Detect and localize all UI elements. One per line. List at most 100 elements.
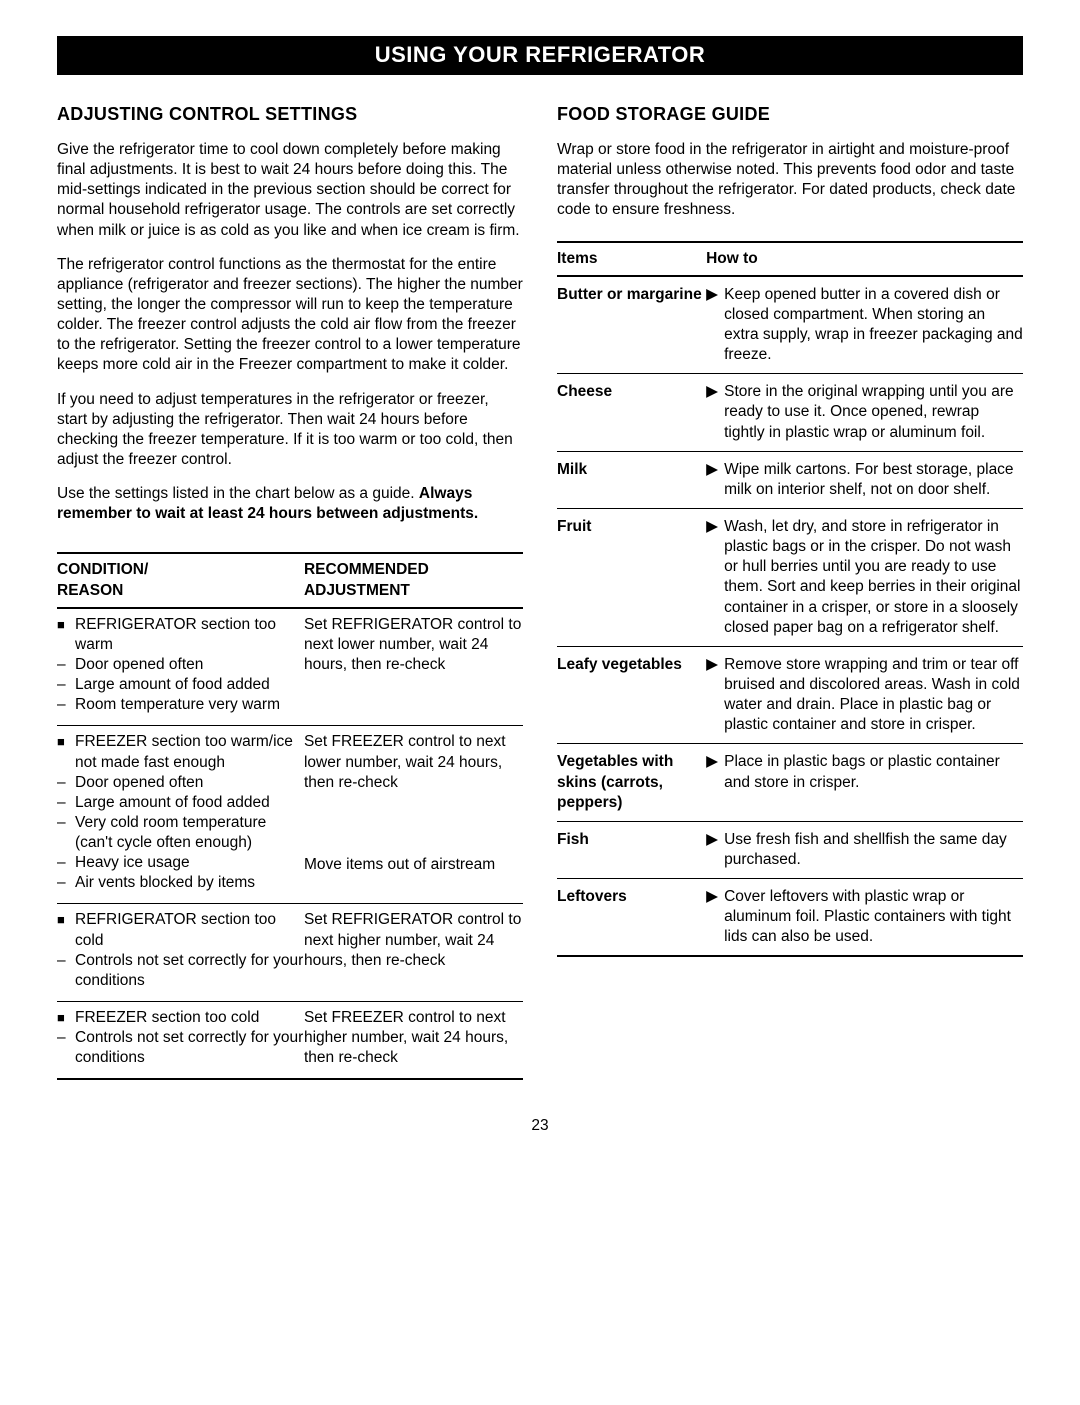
adj-adjustment-cell: Set FREEZER control to next lower number… — [304, 726, 523, 904]
right-column: FOOD STORAGE GUIDE Wrap or store food in… — [557, 103, 1023, 1081]
food-item-cell: Leftovers — [557, 879, 706, 957]
adjusting-heading: ADJUSTING CONTROL SETTINGS — [57, 103, 523, 126]
adj-adjustment-text: Set REFRIGERATOR control to next lower n… — [304, 615, 523, 675]
food-row: Leftovers▶Cover leftovers with plastic w… — [557, 879, 1023, 957]
square-bullet-icon: ■ — [57, 910, 75, 950]
content-columns: ADJUSTING CONTROL SETTINGS Give the refr… — [57, 103, 1023, 1081]
adj-row: ■FREEZER section too cold–Controls not s… — [57, 1002, 523, 1080]
adj-condition-text: FREEZER section too cold — [75, 1008, 259, 1028]
food-row: Fruit▶Wash, let dry, and store in refrig… — [557, 508, 1023, 646]
food-item-cell: Leafy vegetables — [557, 646, 706, 744]
main-banner: USING YOUR REFRIGERATOR — [57, 36, 1023, 75]
food-howto-cell: ▶Place in plastic bags or plastic contai… — [706, 744, 1023, 821]
adj-row: ■FREEZER section too warm/ice not made f… — [57, 726, 523, 904]
food-guide-para-1: Wrap or store food in the refrigerator i… — [557, 140, 1023, 221]
adjusting-para-1: Give the refrigerator time to cool down … — [57, 140, 523, 241]
food-howto-text: Wipe milk cartons. For best storage, pla… — [724, 460, 1023, 500]
adjusting-para-4: Use the settings listed in the chart bel… — [57, 484, 523, 524]
adjusting-para-2: The refrigerator control functions as th… — [57, 255, 523, 376]
food-row: Vegetables with skins (carrots, peppers)… — [557, 744, 1023, 821]
adj-adjustment-text: Set REFRIGERATOR control to next higher … — [304, 910, 523, 970]
food-row: Milk▶Wipe milk cartons. For best storage… — [557, 451, 1023, 508]
food-item-cell: Vegetables with skins (carrots, peppers) — [557, 744, 706, 821]
adj-header-recommended-l1: RECOMMENDED — [304, 560, 523, 580]
food-howto-text: Place in plastic bags or plastic contain… — [724, 752, 1023, 792]
adj-header-condition: CONDITION/ REASON — [57, 553, 304, 607]
food-howto-text: Remove store wrapping and trim or tear o… — [724, 655, 1023, 736]
adj-header-condition-l1: CONDITION/ — [57, 560, 304, 580]
adj-row: ■REFRIGERATOR section too cold–Controls … — [57, 904, 523, 1002]
adj-header-recommended: RECOMMENDED ADJUSTMENT — [304, 553, 523, 607]
adj-row: ■REFRIGERATOR section too warm–Door open… — [57, 608, 523, 726]
adj-adjustment-text-2: Move items out of airstream — [304, 855, 523, 875]
food-howto-cell: ▶Wash, let dry, and store in refrigerato… — [706, 508, 1023, 646]
triangle-bullet-icon: ▶ — [706, 752, 724, 792]
dash-bullet-icon: – — [57, 813, 75, 853]
food-item-cell: Cheese — [557, 374, 706, 451]
triangle-bullet-icon: ▶ — [706, 285, 724, 366]
adj-condition-text: REFRIGERATOR section too warm — [75, 615, 304, 655]
adj-condition-text: FREEZER section too warm/ice not made fa… — [75, 732, 304, 772]
dash-bullet-icon: – — [57, 675, 75, 695]
adj-reason-text: Heavy ice usage — [75, 853, 190, 873]
triangle-bullet-icon: ▶ — [706, 830, 724, 870]
food-howto-text: Wash, let dry, and store in refrigerator… — [724, 517, 1023, 638]
adj-reason-text: Air vents blocked by items — [75, 873, 255, 893]
adj-header-recommended-l2: ADJUSTMENT — [304, 581, 523, 601]
adj-header-condition-l2: REASON — [57, 581, 304, 601]
food-howto-cell: ▶Remove store wrapping and trim or tear … — [706, 646, 1023, 744]
square-bullet-icon: ■ — [57, 615, 75, 655]
adj-adjustment-cell: Set REFRIGERATOR control to next lower n… — [304, 608, 523, 726]
food-howto-cell: ▶Keep opened butter in a covered dish or… — [706, 276, 1023, 374]
food-howto-cell: ▶Use fresh fish and shellfish the same d… — [706, 821, 1023, 878]
adj-adjustment-cell: Set FREEZER control to next higher numbe… — [304, 1002, 523, 1080]
page-number: 23 — [57, 1116, 1023, 1136]
square-bullet-icon: ■ — [57, 1008, 75, 1028]
adj-reason-text: Door opened often — [75, 655, 203, 675]
adjusting-para-4a: Use the settings listed in the chart bel… — [57, 485, 415, 502]
adj-condition-cell: ■REFRIGERATOR section too cold–Controls … — [57, 904, 304, 1002]
dash-bullet-icon: – — [57, 951, 75, 991]
food-howto-text: Store in the original wrapping until you… — [724, 382, 1023, 442]
adj-condition-cell: ■FREEZER section too warm/ice not made f… — [57, 726, 304, 904]
dash-bullet-icon: – — [57, 793, 75, 813]
food-howto-text: Keep opened butter in a covered dish or … — [724, 285, 1023, 366]
dash-bullet-icon: – — [57, 853, 75, 873]
adj-reason-text: Large amount of food added — [75, 793, 270, 813]
adj-adjustment-text: Set FREEZER control to next lower number… — [304, 732, 523, 792]
food-howto-text: Use fresh fish and shellfish the same da… — [724, 830, 1023, 870]
adj-condition-cell: ■FREEZER section too cold–Controls not s… — [57, 1002, 304, 1080]
food-item-cell: Fish — [557, 821, 706, 878]
food-storage-table: Items How to Butter or margarine▶Keep op… — [557, 241, 1023, 958]
food-item-cell: Milk — [557, 451, 706, 508]
adj-adjustment-cell: Set REFRIGERATOR control to next higher … — [304, 904, 523, 1002]
food-howto-cell: ▶Cover leftovers with plastic wrap or al… — [706, 879, 1023, 957]
triangle-bullet-icon: ▶ — [706, 382, 724, 442]
triangle-bullet-icon: ▶ — [706, 517, 724, 638]
food-guide-heading: FOOD STORAGE GUIDE — [557, 103, 1023, 126]
food-row: Butter or margarine▶Keep opened butter i… — [557, 276, 1023, 374]
square-bullet-icon: ■ — [57, 732, 75, 772]
adj-condition-cell: ■REFRIGERATOR section too warm–Door open… — [57, 608, 304, 726]
adjusting-para-3: If you need to adjust temperatures in th… — [57, 390, 523, 471]
adj-reason-text: Controls not set correctly for your cond… — [75, 1028, 304, 1068]
food-header-items: Items — [557, 242, 706, 276]
adj-reason-text: Room temperature very warm — [75, 695, 280, 715]
triangle-bullet-icon: ▶ — [706, 655, 724, 736]
dash-bullet-icon: – — [57, 695, 75, 715]
left-column: ADJUSTING CONTROL SETTINGS Give the refr… — [57, 103, 523, 1081]
adj-reason-text: Very cold room temperature (can't cycle … — [75, 813, 304, 853]
dash-bullet-icon: – — [57, 1028, 75, 1068]
adjustments-table: CONDITION/ REASON RECOMMENDED ADJUSTMENT… — [57, 552, 523, 1080]
food-row: Cheese▶Store in the original wrapping un… — [557, 374, 1023, 451]
adj-reason-text: Door opened often — [75, 773, 203, 793]
triangle-bullet-icon: ▶ — [706, 887, 724, 947]
food-howto-text: Cover leftovers with plastic wrap or alu… — [724, 887, 1023, 947]
adj-condition-text: REFRIGERATOR section too cold — [75, 910, 304, 950]
dash-bullet-icon: – — [57, 873, 75, 893]
triangle-bullet-icon: ▶ — [706, 460, 724, 500]
food-item-cell: Butter or margarine — [557, 276, 706, 374]
food-header-howto: How to — [706, 242, 1023, 276]
adj-reason-text: Large amount of food added — [75, 675, 270, 695]
food-row: Fish▶Use fresh fish and shellfish the sa… — [557, 821, 1023, 878]
